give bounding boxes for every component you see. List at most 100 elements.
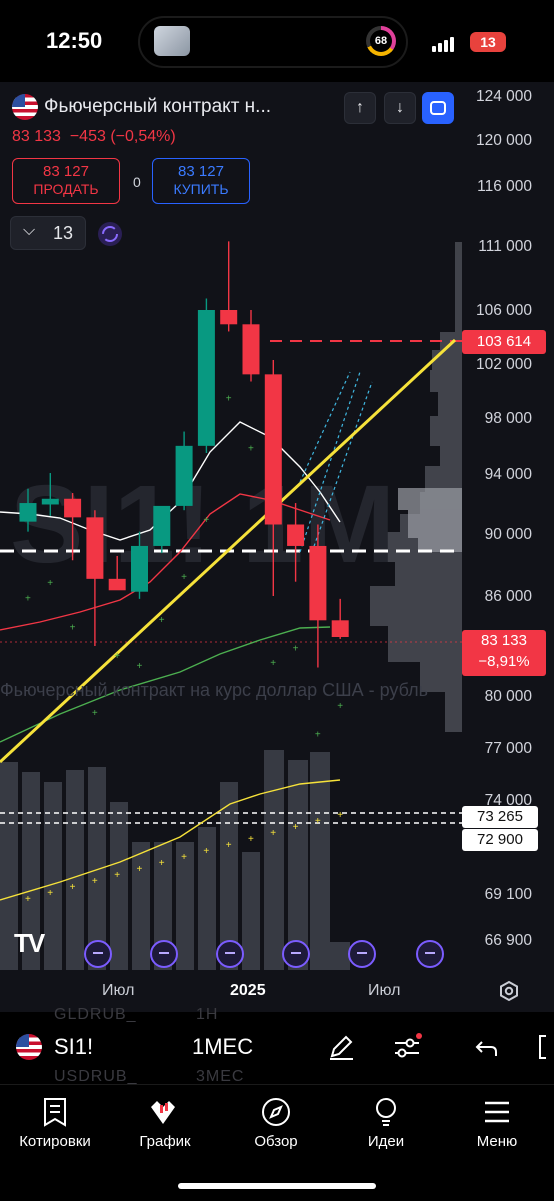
chart-area[interactable]: SI1! 1M + + + + + + + + + + + + + + + + + + + + + + + + + + + + + + 1… (0, 82, 554, 1012)
buy-label: КУПИТЬ (173, 181, 229, 197)
candle-body (175, 445, 193, 506)
indicator-dot: + (159, 858, 165, 869)
price-axis[interactable]: 124 000 120 000 116 000 111 000 106 000 102 0… (462, 82, 554, 1012)
indicator-dot: + (337, 701, 343, 712)
indicator-dot: + (92, 708, 98, 719)
candle-body (197, 310, 215, 446)
tradingview-logo[interactable]: TV (14, 928, 45, 958)
tab-label: Котировки (19, 1133, 91, 1150)
indicator-dot: + (70, 882, 76, 893)
price-axis-label: 94 000 (484, 466, 532, 483)
tab-chart[interactable]: График (115, 1095, 215, 1150)
indicator-dot: + (47, 578, 53, 589)
sell-button[interactable]: 83 127 ПРОДАТЬ (12, 158, 120, 204)
price-axis-label: 80 000 (484, 688, 532, 705)
fullscreen-icon (539, 1035, 546, 1059)
battery-icon: 13 (470, 32, 506, 52)
indicator-dot: + (137, 864, 143, 875)
indicators-icon (395, 1033, 422, 1058)
indicator-dot: + (293, 644, 299, 655)
event-icon[interactable] (150, 940, 178, 968)
candle-body (309, 545, 327, 621)
ghost-interval-2: 3МЕС (196, 1068, 245, 1085)
buy-button[interactable]: 83 127 КУПИТЬ (152, 158, 250, 204)
price-axis-label: 98 000 (484, 410, 532, 427)
status-bar: 12:50 68 13 (0, 0, 554, 82)
time-label: Июл (102, 982, 135, 999)
tab-menu[interactable]: Меню (447, 1095, 547, 1150)
indicator-dot: + (114, 870, 120, 881)
ma-green (0, 626, 331, 743)
last-price: 83 133 (12, 128, 61, 145)
us-flag-icon (12, 94, 38, 120)
tab-overview[interactable]: Обзор (226, 1095, 326, 1150)
battery-level: 13 (480, 34, 496, 50)
sell-price: 83 127 (43, 163, 89, 180)
home-indicator[interactable] (178, 1183, 376, 1189)
indicator-dot: + (25, 894, 31, 905)
price-axis-label: 102 000 (475, 356, 532, 373)
ghost-symbol-1: GLDRUB_ (54, 1006, 137, 1023)
price-axis-label: 66 900 (484, 932, 532, 949)
instrument-watermark: Фьючерсный контракт на курс доллар США -… (0, 680, 428, 700)
event-icon[interactable] (84, 940, 112, 968)
refresh-icon[interactable] (98, 222, 122, 246)
instrument-title[interactable]: Фьючерсный контракт н... (44, 96, 272, 117)
time-axis[interactable]: Июл 2025 Июл (0, 970, 554, 1012)
price-axis-label: 69 100 (484, 886, 532, 903)
settings-icon (500, 980, 518, 1002)
replay-icon[interactable] (422, 92, 454, 124)
event-icon[interactable] (282, 940, 310, 968)
price-chart[interactable]: SI1! 1M ++++++++++++++++++++++++++++++ (0, 82, 554, 1012)
change-abs: −453 (69, 128, 106, 145)
candle-body (41, 498, 59, 505)
channel-line-2 (311, 381, 373, 553)
indicator-dot: + (203, 846, 209, 857)
tab-label: Идеи (367, 1133, 405, 1150)
buy-price: 83 127 (178, 163, 224, 180)
volume-bars (0, 750, 350, 972)
price-axis-label: 116 000 (477, 178, 532, 195)
candle-body (220, 310, 238, 325)
change-pct: (−0,54%) (110, 128, 176, 145)
compass-icon (262, 1098, 290, 1126)
spread-value: 0 (133, 174, 141, 190)
symbol-bar: GLDRUB_ 1Н USDRUB_ 3МЕС (0, 1006, 554, 1085)
price-axis-label: 90 000 (484, 526, 532, 543)
indicator-count: 13 (53, 223, 74, 243)
candle-body (86, 517, 104, 579)
indicator-dot: + (92, 876, 98, 887)
target-price-badge: 103 614 (462, 330, 546, 354)
interval-selector[interactable]: 1МЕС (192, 1034, 254, 1059)
clock: 12:50 (46, 28, 103, 53)
indicator-dot: + (293, 822, 299, 833)
indicator-dot: + (270, 828, 276, 839)
symbol-selector[interactable]: SI1! (54, 1034, 94, 1059)
ghost-interval-1: 1Н (196, 1006, 219, 1023)
arrow-down-icon[interactable]: ↓ (384, 92, 416, 124)
indicator-dot: + (248, 834, 254, 845)
ma-yellow-volume (0, 779, 341, 901)
refresh-glyph (102, 226, 118, 242)
arrow-up-icon[interactable]: ↑ (344, 92, 376, 124)
candle-body (19, 503, 37, 522)
indicator-dot: + (270, 658, 276, 669)
channel-line-1 (299, 371, 361, 553)
candle-body (264, 374, 282, 525)
last-price-badge-change: −8,91% (478, 653, 530, 670)
event-icon[interactable] (216, 940, 244, 968)
event-icon[interactable] (416, 940, 444, 968)
tab-ideas[interactable]: Идеи (336, 1095, 436, 1150)
time-label: 2025 (230, 982, 266, 999)
indicators-toggle[interactable]: ⌵ 13 (10, 216, 86, 250)
time-label: Июл (368, 982, 401, 999)
menu-icon (485, 1101, 509, 1123)
undo-icon (475, 1041, 497, 1056)
price-axis-label: 77 000 (484, 740, 532, 757)
tab-bar: Котировки График Обзор Идеи Меню (0, 1084, 554, 1201)
event-icon[interactable] (348, 940, 376, 968)
candle-body (287, 524, 305, 546)
activity-ring-icon: 68 (366, 26, 396, 56)
tab-quotes[interactable]: Котировки (5, 1095, 105, 1150)
tab-label: Меню (476, 1133, 518, 1150)
